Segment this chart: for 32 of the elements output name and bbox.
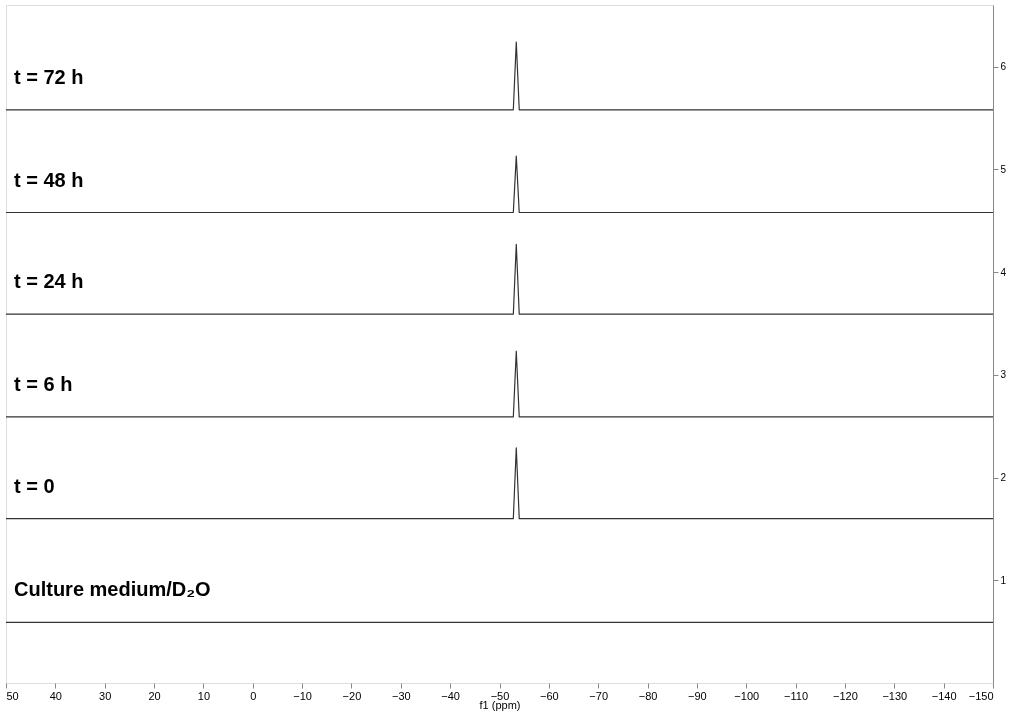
y-tick-label: 6 [1000, 61, 1007, 73]
series-label: t = 48 h [14, 168, 84, 191]
x-tick-label: 0 [250, 689, 257, 702]
x-tick-label: −140 [931, 689, 957, 702]
x-tick-label: −80 [638, 689, 658, 702]
y-tick-label: 1 [1000, 574, 1007, 586]
x-tick-label: −20 [342, 689, 362, 702]
x-tick-label: −120 [833, 689, 858, 702]
series-label: t = 0 [14, 474, 55, 497]
x-tick-label: 30 [99, 689, 112, 702]
x-tick-label: −110 [784, 689, 809, 702]
series-label: t = 72 h [14, 65, 84, 88]
x-tick-label: −90 [688, 689, 707, 702]
y-tick-label: 2 [1000, 472, 1007, 484]
x-tick-label: 40 [49, 689, 62, 702]
y-tick-label: 4 [1000, 266, 1007, 278]
x-tick-label: −150 [968, 689, 994, 702]
series-label: Culture medium/D₂O [14, 578, 211, 601]
x-tick-label: −70 [589, 689, 609, 702]
series-label: t = 24 h [14, 270, 84, 293]
x-tick-label: −10 [293, 689, 312, 702]
x-tick-label: −30 [391, 689, 411, 702]
series-label: t = 6 h [14, 372, 73, 395]
x-tick-label: −40 [441, 689, 460, 702]
x-tick-label: 20 [148, 689, 161, 702]
x-tick-label: −130 [882, 689, 908, 702]
x-tick-label: −100 [734, 689, 760, 702]
x-tick-label: −60 [540, 689, 559, 702]
y-tick-label: 5 [1000, 163, 1007, 175]
x-tick-label: 50 [6, 689, 19, 702]
x-tick-label: 10 [197, 689, 211, 702]
y-tick-label: 3 [1000, 369, 1007, 381]
